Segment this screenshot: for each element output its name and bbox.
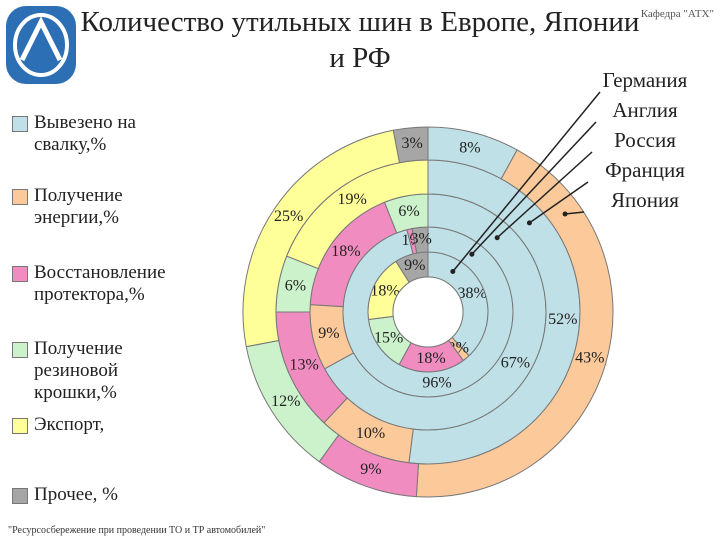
value-label: 18% bbox=[370, 282, 399, 299]
legend-label: Франция bbox=[605, 158, 685, 182]
value-label: 18% bbox=[416, 350, 445, 367]
value-label: 3% bbox=[401, 135, 422, 152]
donut-hole bbox=[392, 276, 464, 348]
value-label: 67% bbox=[501, 354, 530, 371]
header-note: Кафедра "АТХ" bbox=[640, 8, 714, 20]
value-label: 10% bbox=[356, 425, 385, 442]
arrow-head bbox=[494, 235, 500, 241]
arrow bbox=[452, 91, 601, 272]
legend-swatch bbox=[12, 189, 28, 205]
arrow bbox=[471, 121, 597, 255]
arrow bbox=[564, 211, 585, 215]
value-label: 15% bbox=[374, 329, 403, 346]
legend-item: Получение энергии,% bbox=[12, 185, 202, 229]
arrow-head bbox=[469, 251, 475, 257]
value-label: 6% bbox=[285, 277, 306, 294]
legend-swatch bbox=[12, 266, 28, 282]
value-label: 43% bbox=[575, 350, 604, 367]
legend-label: Япония bbox=[611, 188, 679, 212]
arrow-head bbox=[450, 269, 456, 275]
value-label: 25% bbox=[274, 208, 303, 225]
value-label: 9% bbox=[360, 461, 381, 478]
arrow-head bbox=[562, 211, 568, 217]
legend-swatch bbox=[12, 116, 28, 132]
value-label: 9% bbox=[404, 257, 425, 274]
legend-label: Англия bbox=[612, 98, 678, 122]
chart-title: Количество утильных шин в Европе, Японии… bbox=[80, 6, 640, 74]
legend-swatch bbox=[12, 418, 28, 434]
legend-swatch bbox=[12, 342, 28, 358]
legend-swatch bbox=[12, 488, 28, 504]
legend-label: Россия bbox=[614, 128, 676, 152]
donut-segment bbox=[415, 149, 614, 498]
value-label: 8% bbox=[459, 139, 480, 156]
value-label: 18% bbox=[331, 243, 360, 260]
legend-item: Восстановление протектора,% bbox=[12, 262, 202, 306]
legend-label: Восстановление протектора,% bbox=[34, 262, 166, 305]
legend-item: Прочее, % bbox=[12, 484, 202, 506]
legend-item: Вывезено на свалку,% bbox=[12, 112, 202, 156]
legend-label: Получение резиновой крошки,% bbox=[34, 338, 123, 403]
donut-segment bbox=[392, 126, 429, 164]
value-label: 3% bbox=[411, 230, 432, 247]
value-label: 52% bbox=[548, 311, 577, 328]
legend-label: Вывезено на свалку,% bbox=[34, 112, 136, 155]
value-label: 6% bbox=[398, 203, 419, 220]
legend-item: Получение резиновой крошки,% bbox=[12, 338, 202, 404]
value-label: 9% bbox=[318, 325, 339, 342]
footer: "Ресурсосбережение при проведении ТО и Т… bbox=[8, 525, 266, 536]
legend-label: Экспорт, bbox=[34, 414, 105, 435]
value-label: 12% bbox=[271, 393, 300, 410]
arrow-head bbox=[526, 220, 532, 226]
legend-label: Прочее, % bbox=[34, 484, 118, 505]
legend-item: Экспорт, bbox=[12, 414, 202, 436]
arrow bbox=[496, 151, 593, 239]
value-label: 38% bbox=[458, 285, 487, 302]
logo bbox=[6, 6, 76, 84]
legend-label: Германия bbox=[603, 68, 688, 92]
value-label: 19% bbox=[337, 191, 366, 208]
arrow bbox=[528, 181, 589, 224]
value-label: 96% bbox=[422, 375, 451, 392]
value-label: 13% bbox=[289, 356, 318, 373]
legend-label: Получение энергии,% bbox=[34, 185, 123, 228]
